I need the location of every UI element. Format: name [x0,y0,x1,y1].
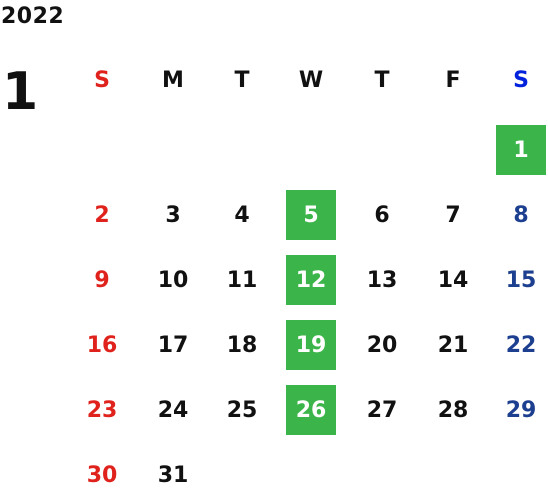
weekday-header-saturday: S [513,67,529,93]
day-number: 24 [157,397,189,423]
day-number: 18 [226,332,258,358]
day-cell-22[interactable]: 22 [496,320,546,370]
day-number: 22 [505,332,537,358]
day-number: 5 [303,202,319,228]
day-cell-4[interactable]: 4 [217,190,267,240]
day-number: 23 [86,397,118,423]
day-cell-5[interactable]: 5 [286,190,336,240]
day-cell-2[interactable]: 2 [77,190,127,240]
day-cell-21[interactable]: 21 [428,320,478,370]
day-cell-27[interactable]: 27 [357,385,407,435]
day-number: 29 [505,397,537,423]
day-cell-6[interactable]: 6 [357,190,407,240]
day-cell-7[interactable]: 7 [428,190,478,240]
day-cell-26[interactable]: 26 [286,385,336,435]
day-number: 19 [295,332,327,358]
year-label: 2022 [1,4,65,29]
day-number: 26 [295,397,327,423]
day-number: 21 [437,332,469,358]
highlight-marker [286,320,336,370]
day-cell-18[interactable]: 18 [217,320,267,370]
weekday-header-friday: F [445,67,461,93]
day-cell-8[interactable]: 8 [496,190,546,240]
day-number: 7 [445,202,461,228]
weekday-header-tuesday: T [234,67,250,93]
day-cell-30[interactable]: 30 [77,450,127,500]
day-cell-31[interactable]: 31 [148,450,198,500]
day-cell-20[interactable]: 20 [357,320,407,370]
day-cell-23[interactable]: 23 [77,385,127,435]
day-number: 1 [513,137,529,163]
weekday-header-monday: M [162,67,184,93]
day-number: 12 [295,267,327,293]
day-number: 6 [374,202,390,228]
weekday-header-wednesday: W [298,67,324,93]
highlight-marker [286,255,336,305]
day-number: 25 [226,397,258,423]
day-number: 8 [513,202,529,228]
day-number: 10 [157,267,189,293]
day-number: 17 [157,332,189,358]
day-cell-3[interactable]: 3 [148,190,198,240]
day-number: 13 [366,267,398,293]
month-label: 1 [2,62,39,122]
day-number: 31 [157,462,189,488]
day-number: 11 [226,267,258,293]
day-cell-1[interactable]: 1 [496,125,546,175]
day-number: 2 [94,202,110,228]
day-number: 28 [437,397,469,423]
day-number: 20 [366,332,398,358]
day-cell-28[interactable]: 28 [428,385,478,435]
day-cell-19[interactable]: 19 [286,320,336,370]
day-number: 9 [94,267,110,293]
day-cell-16[interactable]: 16 [77,320,127,370]
day-cell-10[interactable]: 10 [148,255,198,305]
day-number: 4 [234,202,250,228]
day-number: 3 [165,202,181,228]
weekday-header-thursday: T [374,67,390,93]
day-cell-29[interactable]: 29 [496,385,546,435]
day-number: 14 [437,267,469,293]
weekday-header-sunday: S [94,67,110,93]
highlight-marker [496,125,546,175]
highlight-marker [286,385,336,435]
day-cell-14[interactable]: 14 [428,255,478,305]
day-cell-25[interactable]: 25 [217,385,267,435]
day-cell-15[interactable]: 15 [496,255,546,305]
day-number: 15 [505,267,537,293]
day-cell-13[interactable]: 13 [357,255,407,305]
highlight-marker [286,190,336,240]
day-number: 30 [86,462,118,488]
day-cell-12[interactable]: 12 [286,255,336,305]
day-cell-9[interactable]: 9 [77,255,127,305]
day-cell-17[interactable]: 17 [148,320,198,370]
day-cell-11[interactable]: 11 [217,255,267,305]
day-number: 27 [366,397,398,423]
day-number: 16 [86,332,118,358]
day-cell-24[interactable]: 24 [148,385,198,435]
